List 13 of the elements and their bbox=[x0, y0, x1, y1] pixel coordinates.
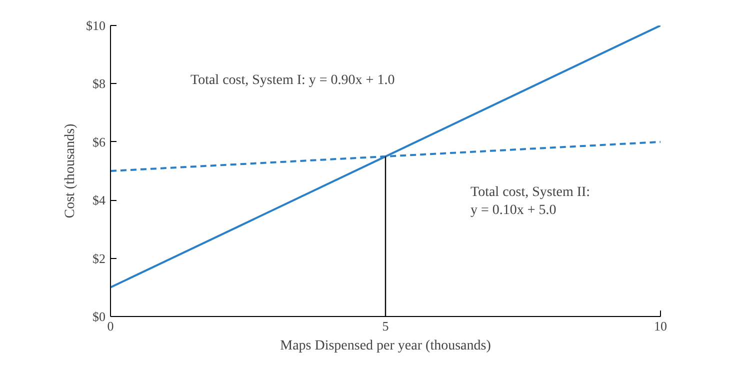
x-tick-label: 5 bbox=[382, 318, 389, 334]
y-tick-label: $8 bbox=[92, 76, 106, 92]
y-tick-label: $2 bbox=[92, 250, 106, 266]
annotation: Total cost, System I: y = 0.90x + 1.0 bbox=[190, 73, 395, 88]
x-tick-label: 10 bbox=[654, 318, 667, 334]
x-axis-title: Maps Dispensed per year (thousands) bbox=[280, 338, 492, 354]
y-axis-title: Cost (thousands) bbox=[63, 123, 78, 218]
y-tick-label: $6 bbox=[92, 134, 106, 150]
annotation: Total cost, System II: y = 0.10x + 5.0 bbox=[470, 185, 590, 218]
y-tick-label: $0 bbox=[92, 309, 106, 324]
x-tick-label: 0 bbox=[107, 318, 114, 334]
y-tick-label: $10 bbox=[86, 18, 106, 33]
y-tick-label: $4 bbox=[92, 192, 106, 208]
